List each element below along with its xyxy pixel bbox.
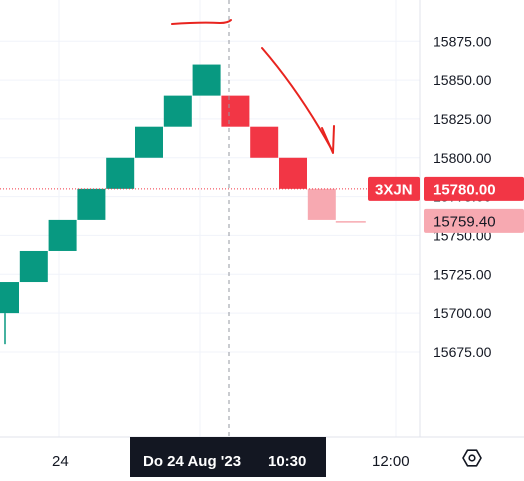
current-price-tag — [424, 176, 524, 201]
crosshair-date: Do 24 Aug '23 — [143, 453, 241, 470]
overlay — [0, 0, 420, 437]
gear-icon[interactable] — [462, 449, 482, 467]
annotation-arrow-shaft — [261, 47, 333, 151]
down-brick — [250, 126, 279, 158]
gear-outline — [462, 449, 482, 467]
up-brick — [19, 250, 48, 283]
symbol-tag-label: 3XJN — [375, 181, 413, 198]
price-tags: 3XJN 15780.00 15759.40 — [368, 176, 524, 233]
projected-price-tag — [424, 208, 524, 233]
up-brick — [192, 64, 221, 96]
y-tick-label: 15725.00 — [433, 266, 492, 282]
up-brick — [0, 282, 19, 314]
up-brick — [48, 219, 77, 251]
crosshair-time-box — [130, 437, 326, 477]
y-tick-label: 15875.00 — [433, 33, 492, 49]
y-tick-label: 15800.00 — [433, 150, 492, 166]
up-brick — [77, 188, 106, 220]
gear-center — [468, 454, 476, 462]
projected-price-label: 15759.40 — [433, 213, 496, 230]
current-price-label: 15780.00 — [433, 181, 496, 198]
y-tick-label: 15825.00 — [433, 111, 492, 127]
y-tick-label: 15675.00 — [433, 344, 492, 360]
up-brick — [135, 126, 163, 158]
x-tick-label: 24 — [52, 453, 69, 470]
up-brick — [106, 157, 135, 189]
down-brick — [279, 157, 307, 189]
down-brick — [221, 95, 250, 127]
up-brick — [163, 95, 192, 127]
bricks — [0, 64, 366, 345]
crosshair-time: 10:30 — [268, 453, 306, 470]
symbol-tag — [368, 176, 420, 201]
projected-brick — [307, 188, 336, 220]
annotation-arrow-head — [321, 125, 335, 154]
y-tick-label: 15700.00 — [433, 305, 492, 321]
y-tick-label: 15850.00 — [433, 72, 492, 88]
annotation-top-line — [171, 19, 232, 25]
x-tick-label: 12:00 — [372, 453, 410, 470]
